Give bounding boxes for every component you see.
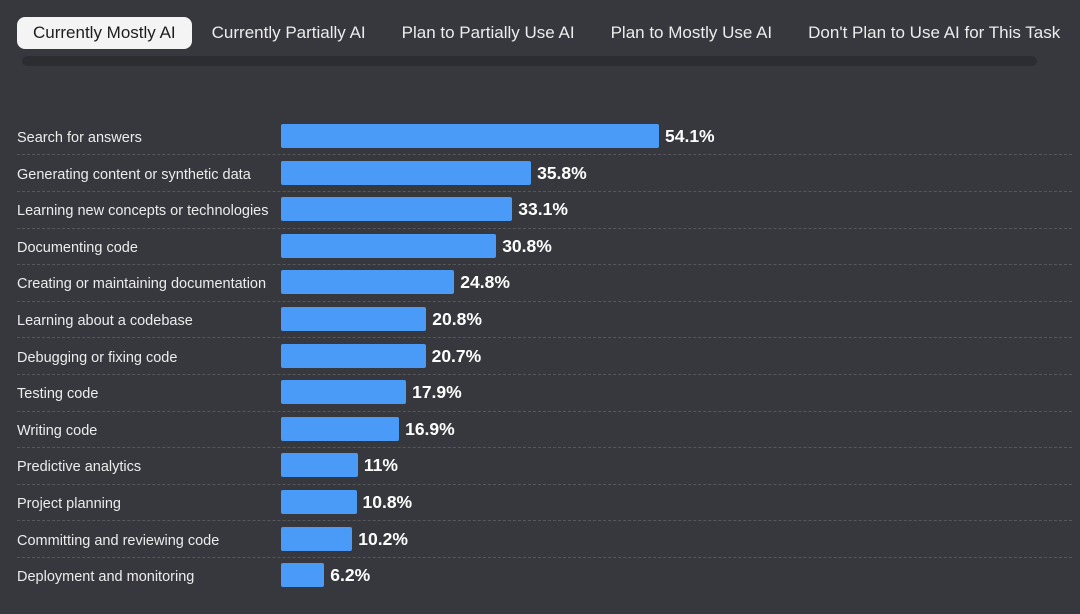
row-separator (17, 300, 1072, 302)
category-label: Learning about a codebase (17, 313, 193, 329)
category-label: Documenting code (17, 239, 138, 256)
data-label: 20.7% (431, 345, 482, 366)
bar (281, 160, 532, 185)
data-label: 6.2% (330, 565, 371, 586)
row-separator (17, 264, 1072, 266)
bar (281, 380, 407, 405)
bar (281, 270, 455, 295)
category-label: Learning new concepts or technologies (17, 203, 269, 220)
data-label: 33.1% (518, 199, 568, 220)
data-label: 24.8% (460, 272, 510, 293)
bar (281, 563, 325, 588)
category-label: Search for answers (17, 130, 142, 146)
category-label: Project planning (17, 496, 121, 512)
tab-plan-to-mostly-use-ai[interactable]: Plan to Mostly Use AI (610, 23, 773, 42)
category-label: Committing and reviewing code (17, 532, 220, 549)
data-label: 16.9% (405, 418, 455, 439)
bar (281, 233, 497, 258)
bar (281, 490, 357, 514)
bar (281, 526, 353, 551)
row-separator (17, 556, 1072, 558)
bar (281, 416, 400, 441)
data-label: 20.8% (432, 309, 482, 329)
category-label: Predictive analytics (17, 459, 142, 476)
row-separator (17, 190, 1072, 192)
category-label: Debugging or fixing code (17, 349, 178, 366)
row-separator (17, 410, 1072, 412)
data-label: 54.1% (665, 126, 715, 146)
data-label: 30.8% (502, 235, 552, 256)
category-label: Generating content or synthetic data (17, 166, 251, 183)
tab-dont-plan-to-use-ai[interactable]: Don't Plan to Use AI for This Task (808, 23, 1061, 42)
row-separator (17, 447, 1072, 449)
row-separator (17, 337, 1072, 339)
tab-scrollbar[interactable] (22, 56, 1037, 66)
tab-currently-mostly-ai[interactable]: Currently Mostly AI (17, 17, 192, 49)
category-label: Deployment and monitoring (17, 569, 195, 586)
row-separator (17, 154, 1072, 156)
data-label: 35.8% (537, 162, 587, 183)
bar (281, 343, 426, 368)
data-label: 10.2% (358, 528, 408, 549)
bar (281, 307, 427, 331)
data-label: 10.8% (362, 492, 413, 512)
tab-currently-partially-ai[interactable]: Currently Partially AI (211, 23, 366, 42)
row-separator (17, 483, 1072, 485)
data-label: 17.9% (412, 382, 462, 403)
tab-plan-to-partially-use-ai[interactable]: Plan to Partially Use AI (401, 23, 575, 42)
bar (281, 197, 513, 222)
row-separator (17, 520, 1072, 522)
category-label: Writing code (17, 422, 98, 439)
row-separator (17, 373, 1072, 375)
bar (281, 124, 659, 148)
tab-bar: Currently Mostly AI Currently Partially A… (17, 17, 1080, 49)
category-label: Testing code (17, 386, 99, 403)
bar (281, 453, 358, 478)
data-label: 11% (363, 455, 398, 476)
category-label: Creating or maintaining documentation (17, 276, 267, 293)
row-separator (17, 227, 1072, 229)
